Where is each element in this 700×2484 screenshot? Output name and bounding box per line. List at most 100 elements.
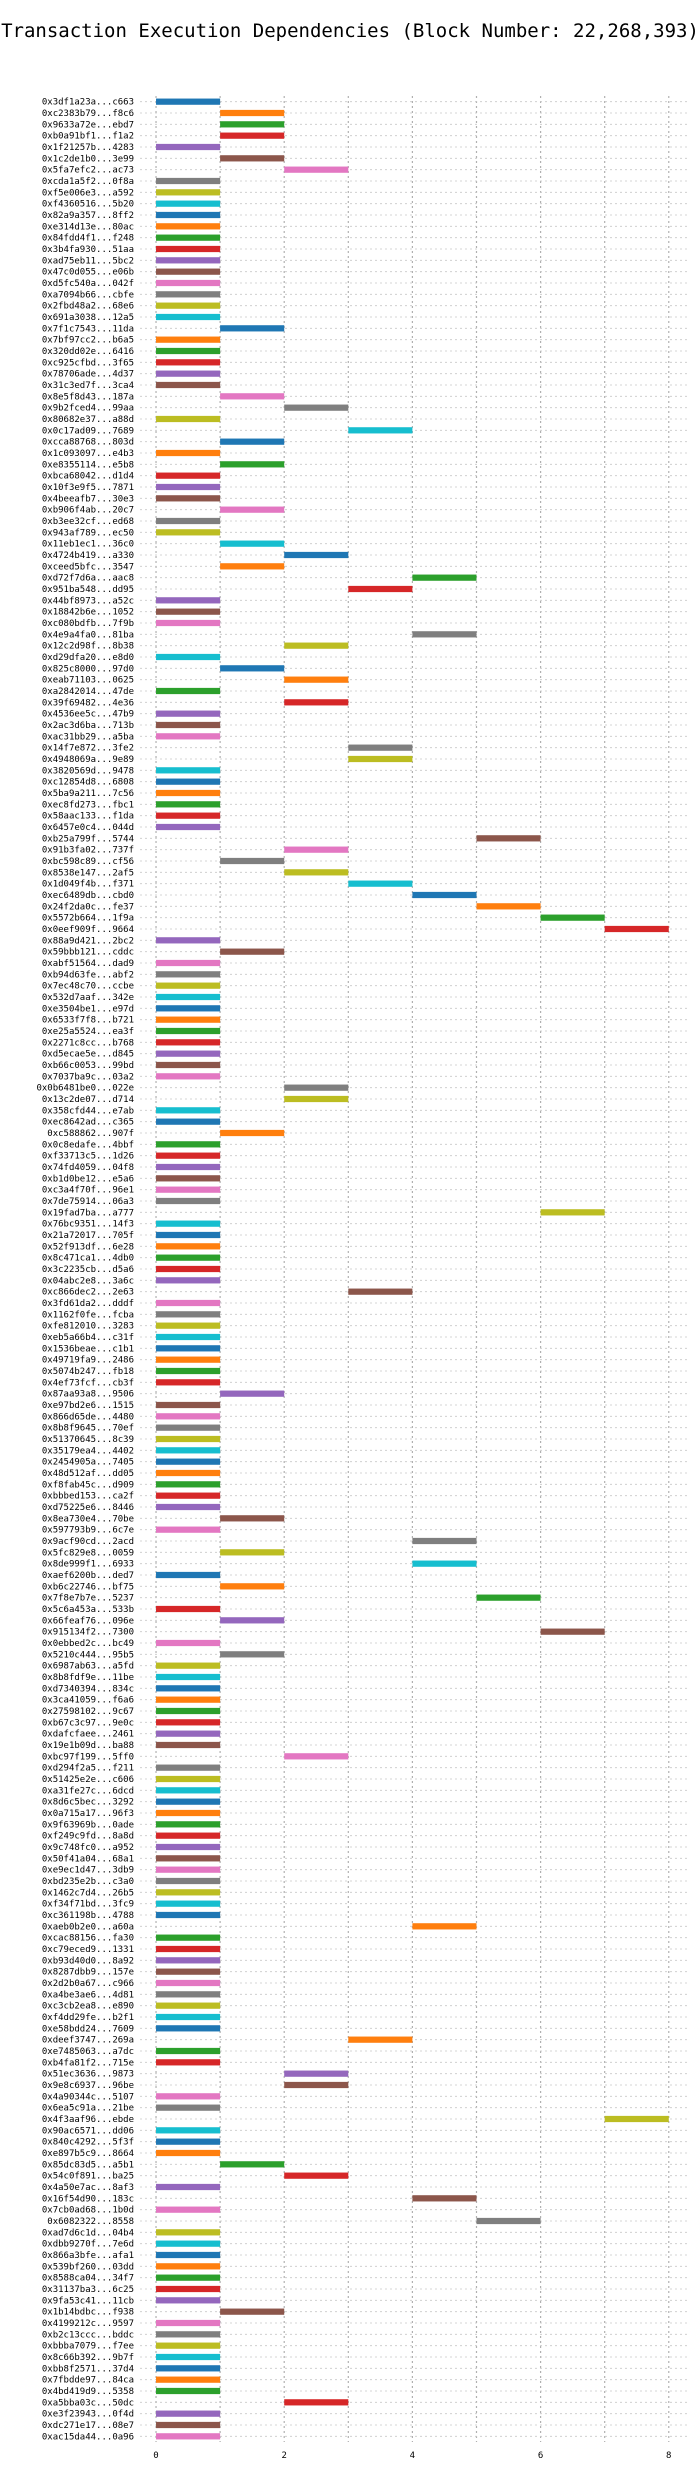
bar [156,1367,221,1375]
y-tick-label: 0xf4dd29fe...b2f1 [42,2013,134,2023]
bar [156,812,221,819]
y-tick-label: 0xe3504be1...e97d [42,1004,134,1014]
bar [156,1458,221,1465]
y-tick-label: 0xc3cb2ea8...e890 [42,2002,134,2012]
bar [156,1254,221,1261]
y-tick-label: 0xb1d0be12...e5a6 [42,1174,134,1184]
bar [476,1594,541,1601]
y-tick-label: 0x58aac133...f1da [42,812,134,822]
bar [476,2217,541,2225]
y-tick-label: 0xb0a91bf1...f1a2 [42,132,134,142]
y-tick-label: 0xc866dec2...2e63 [42,1288,134,1298]
bar [156,2002,221,2009]
y-tick-label: 0x6987ab63...a5fd [42,1662,134,1672]
y-tick-label: 0x4a50e7ac...8af3 [42,2183,134,2193]
bar [156,1469,221,1477]
y-tick-label: 0xd7340394...834c [42,1684,134,1694]
y-tick-label: 0x12c2d98f...8b38 [42,642,134,652]
bar [156,1719,221,1726]
y-tick-label: 0x9acf90cd...2acd [42,1537,134,1547]
y-tick-label: 0xd5fc540a...042f [42,279,134,289]
bar [412,891,477,899]
bar [284,2081,349,2089]
bar [220,1651,285,1658]
bar [284,642,349,649]
y-tick-label: 0xad75eb11...5bc2 [42,256,134,266]
bar [220,109,285,117]
bar [412,1560,477,1567]
y-tick-label: 0xe314d13e...80ac [42,222,134,232]
bar [156,1231,221,1239]
bar [156,2433,221,2440]
y-tick-label: 0xbc598c89...cf56 [42,857,134,867]
bar [156,1299,221,1307]
bar [156,653,221,661]
bar [156,2104,221,2111]
bar [156,1050,221,1057]
y-tick-label: 0x1f21257b...4283 [42,143,134,153]
y-tick-label: 0x4199212c...9597 [42,2319,134,2329]
x-tick-label: 8 [666,2451,671,2461]
bar [156,1968,221,1975]
y-tick-label: 0xaeb0b2e0...a60a [42,1922,134,1932]
y-tick-label: 0x16f54d90...183c [42,2194,134,2204]
bar [220,1129,285,1137]
bar [156,2331,221,2338]
y-tick-label: 0x10f3e9f5...7871 [42,483,134,493]
y-tick-label: 0x31c3ed7f...3ca4 [42,381,134,391]
bar [156,1265,221,1273]
y-tick-label: 0x51370645...8c39 [42,1435,134,1445]
bar [156,370,221,377]
bar [156,1322,221,1329]
y-tick-label: 0x0ebbed2c...bc49 [42,1639,134,1649]
y-tick-label: 0x35179ea4...4402 [42,1446,134,1456]
bar [156,2013,221,2021]
bar [156,597,221,604]
bar [156,483,221,491]
bar [348,755,413,763]
bar [156,1798,221,1805]
bar [156,1855,221,1862]
y-tick-label: 0xf33713c5...1d26 [42,1152,134,1162]
bar [156,1526,221,1533]
y-tick-label: 0x0eef909f...9664 [42,925,134,935]
y-tick-label: 0xad7d6c1d...04b4 [42,2228,134,2238]
y-tick-label: 0x9633a72e...ebd7 [42,120,134,130]
y-tick-label: 0x51425e2e...c606 [42,1775,134,1785]
bar [284,166,349,173]
x-tick-labels: 0 2 4 6 8 [153,2451,671,2461]
y-tick-label: 0xc79eced9...1331 [42,1945,134,1955]
bar [284,676,349,683]
y-tick-label: 0x4ef73fcf...cb3f [42,1378,134,1388]
y-tick-label: 0x9f63969b...0ade [42,1820,134,1830]
bar [604,925,669,933]
y-tick-label: 0x9fa53c41...11cb [42,2296,134,2306]
bar [156,1333,221,1341]
bar [156,2059,221,2066]
bar [348,880,413,887]
y-tick-label: 0x0c17ad09...7689 [42,426,134,436]
y-tick-label: 0xe97bd2e6...1515 [42,1401,134,1411]
y-tick-label: 0xa5bba03c...50dc [42,2398,134,2408]
bar [156,608,221,615]
bar [156,778,221,785]
y-tick-label: 0xf34f71bd...3fc9 [42,1900,134,1910]
x-tick-label: 4 [410,2451,415,2461]
y-tick-label: 0x13c2de07...d714 [42,1095,134,1105]
y-tick-label: 0x320dd02e...6416 [42,347,134,357]
y-tick-label: 0x9b2fced4...99aa [42,404,134,414]
bar [156,1163,221,1171]
y-tick-label: 0x1536beae...c1b1 [42,1344,134,1354]
bar [156,1685,221,1692]
bar [156,1639,221,1647]
bar [156,1197,221,1205]
y-tick-label: 0x8287dbb9...157e [42,1968,134,1978]
y-tick-label: 0x1b14bdbc...f938 [42,2308,134,2318]
bar [156,789,221,797]
bar [156,2240,221,2247]
y-tick-label: 0x4beeafb7...30e3 [42,494,134,504]
y-tick-label: 0x7de75914...06a3 [42,1197,134,1207]
bar [156,1821,221,1828]
bar [156,302,221,309]
